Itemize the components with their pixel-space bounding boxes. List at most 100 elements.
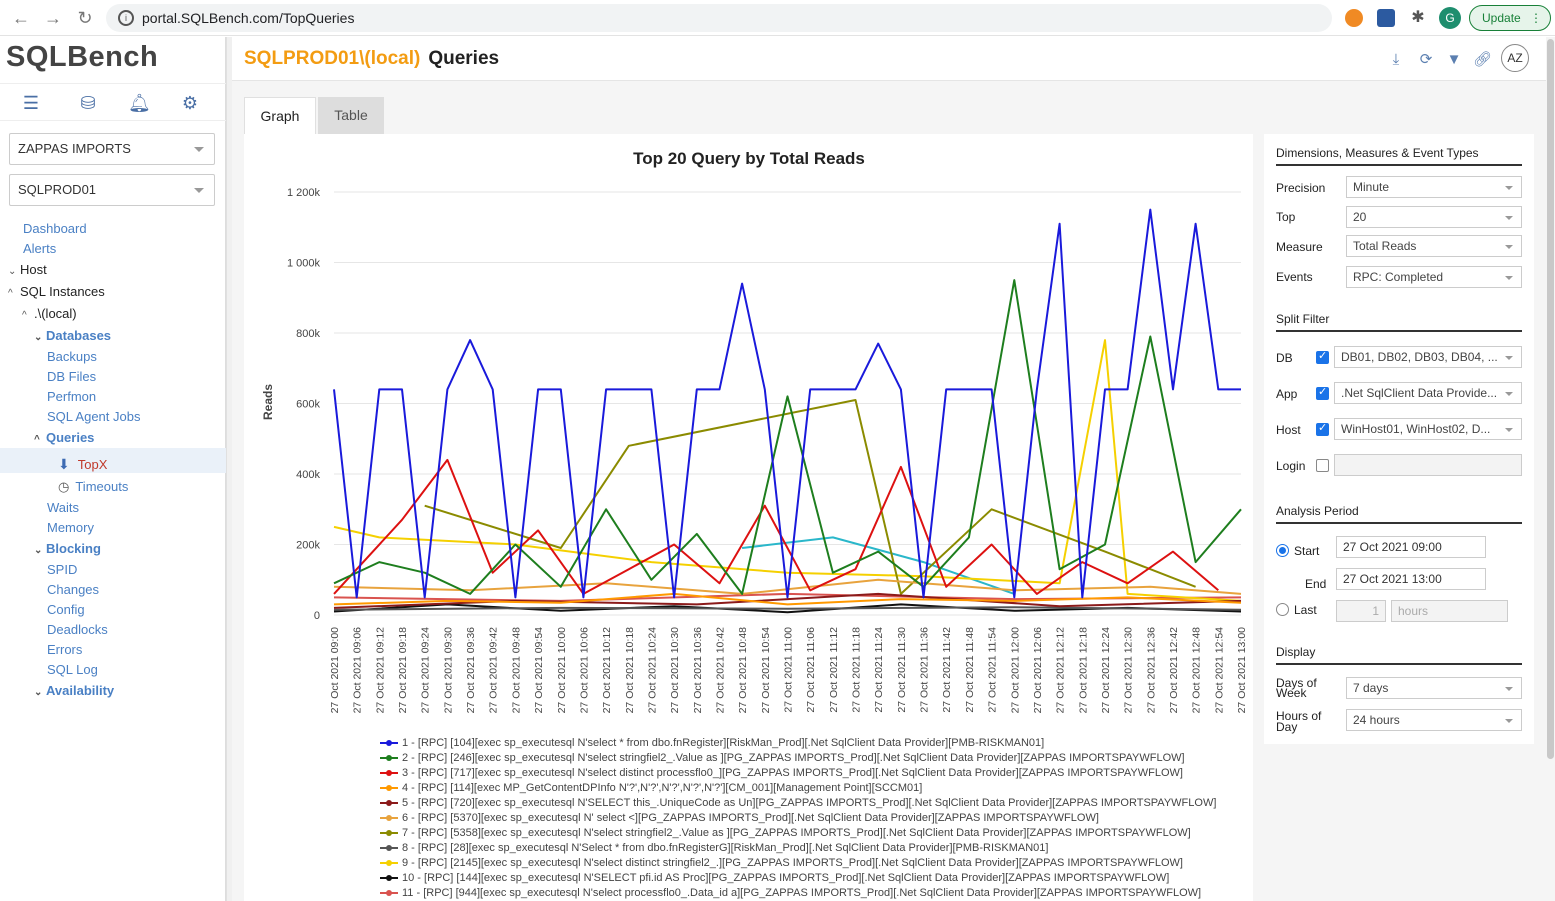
legend-swatch <box>380 755 398 761</box>
nav-timeouts[interactable]: ◷ Timeouts <box>58 479 128 495</box>
tab-graph[interactable]: Graph <box>244 97 316 134</box>
sidebar-resizer[interactable] <box>226 37 232 901</box>
chart-panel: Top 20 Query by Total Reads Reads 0 200k 4… <box>244 134 1253 901</box>
server-select[interactable]: SQLPROD01 <box>9 174 215 206</box>
db-checkbox[interactable] <box>1316 349 1329 364</box>
precision-select[interactable]: Minute <box>1346 176 1522 198</box>
user-avatar[interactable]: AZ <box>1501 44 1529 72</box>
series-line[interactable] <box>424 399 1196 595</box>
events-label: Events <box>1276 270 1313 284</box>
nav-databases-label: Databases <box>46 328 112 343</box>
refresh-icon[interactable]: ⟳ <box>1419 51 1433 68</box>
top-select[interactable]: 20 <box>1346 206 1522 228</box>
series-line[interactable] <box>333 458 1219 595</box>
legend-label: 2 - [RPC] [246][exec sp_executesql N'sel… <box>402 752 1185 764</box>
series-line[interactable] <box>333 606 1242 611</box>
start-datetime-input[interactable]: 27 Oct 2021 09:00 <box>1336 536 1486 558</box>
browser-toolbar: ← → ↻ i portal.SQLBench.com/TopQueries ✱… <box>0 0 1555 36</box>
login-checkbox[interactable] <box>1316 459 1329 472</box>
forward-icon[interactable]: → <box>44 8 62 28</box>
menu-icon[interactable]: ☰ <box>22 93 40 113</box>
start-radio[interactable] <box>1276 544 1289 557</box>
y-axis-label: Reads <box>261 384 275 420</box>
last-unit-select[interactable]: hours <box>1391 600 1508 622</box>
events-select[interactable]: RPC: Completed <box>1346 266 1522 288</box>
filter-icon[interactable]: ▼ <box>1446 51 1462 68</box>
page-scrollbar[interactable] <box>1546 37 1555 901</box>
page-name: Queries <box>428 48 500 69</box>
nav-db-files[interactable]: DB Files <box>47 369 97 384</box>
link-icon[interactable]: 🔗︎ <box>1473 51 1493 68</box>
page-title: SQLPROD01\(local) Queries <box>244 48 499 70</box>
nav-sql-instances[interactable]: ^ SQL Instances <box>8 284 105 302</box>
nav-sql-agent-jobs[interactable]: SQL Agent Jobs <box>47 409 141 424</box>
days-of-week-select[interactable]: 7 days <box>1346 677 1522 699</box>
host-select[interactable]: WinHost01, WinHost02, D... <box>1334 418 1522 440</box>
series-line[interactable] <box>333 592 1242 606</box>
profile-avatar[interactable]: G <box>1439 7 1461 29</box>
end-datetime-input[interactable]: 27 Oct 2021 13:00 <box>1336 568 1486 590</box>
nav-databases[interactable]: ⌄ Databases <box>34 328 111 346</box>
nav-alerts[interactable]: Alerts <box>23 241 57 256</box>
reload-icon[interactable]: ↻ <box>77 8 93 28</box>
save-icon[interactable] <box>1377 9 1395 27</box>
host-checkbox[interactable] <box>1316 421 1329 436</box>
tab-table[interactable]: Table <box>318 97 384 134</box>
hours-of-day-select[interactable]: 24 hours <box>1346 709 1522 731</box>
update-button[interactable]: Update <box>1469 5 1551 31</box>
section-dimensions: Dimensions, Measures & Event Types <box>1276 146 1522 166</box>
login-select[interactable] <box>1334 454 1522 476</box>
sidebar-toolbar: ☰ ⛁ 🔔︎ ⚙ <box>0 83 226 121</box>
series-line[interactable] <box>333 339 1242 602</box>
nav-local-instance[interactable]: ^ .\(local) <box>22 306 77 324</box>
line-chart: Top 20 Query by Total Reads Reads 0 200k 4… <box>261 149 1248 714</box>
x-tick-label: 27 Oct 2021 09:18 <box>397 627 409 714</box>
nav-queries[interactable]: ^ Queries <box>34 430 94 448</box>
nav-sql-log[interactable]: SQL Log <box>47 662 98 677</box>
app-checkbox[interactable] <box>1316 385 1329 400</box>
nav-memory[interactable]: Memory <box>47 520 94 535</box>
measure-select[interactable]: Total Reads <box>1346 235 1522 257</box>
nav-spid[interactable]: SPID <box>47 562 78 577</box>
db-select[interactable]: DB01, DB02, DB03, DB04, ... <box>1334 346 1522 368</box>
nav-deadlocks[interactable]: Deadlocks <box>47 622 108 637</box>
instance-name: SQLPROD01\(local) <box>244 48 421 69</box>
series-line[interactable] <box>333 279 1242 595</box>
puzzle-icon[interactable]: ✱ <box>1411 9 1425 26</box>
nav-config[interactable]: Config <box>47 602 85 617</box>
sidebar: SQLBench ☰ ⛁ 🔔︎ ⚙ ZAPPAS IMPORTS SQLPROD… <box>0 37 226 901</box>
nav-perfmon[interactable]: Perfmon <box>47 389 97 404</box>
nav-changes[interactable]: Changes <box>47 582 100 597</box>
x-tick-label: 27 Oct 2021 12:18 <box>1077 627 1089 714</box>
address-bar[interactable]: i portal.SQLBench.com/TopQueries <box>106 4 1332 32</box>
last-label: Last <box>1294 603 1317 617</box>
app-logo: SQLBench <box>6 41 159 73</box>
nav-waits[interactable]: Waits <box>47 500 80 515</box>
nav-backups[interactable]: Backups <box>47 349 97 364</box>
nav-host[interactable]: ⌄ Host <box>8 262 47 280</box>
series-line[interactable] <box>333 578 1242 595</box>
series-line[interactable] <box>333 208 1241 599</box>
x-tick-label: 27 Oct 2021 12:54 <box>1213 627 1225 714</box>
nav-topx[interactable]: ⬇ TopX <box>58 456 107 473</box>
site-info-icon[interactable]: i <box>118 10 134 26</box>
download-icon[interactable]: ⤓ <box>1392 51 1400 68</box>
nav-dashboard[interactable]: Dashboard <box>23 221 87 236</box>
nav-blocking[interactable]: ⌄ Blocking <box>34 541 101 559</box>
last-radio[interactable] <box>1276 603 1289 616</box>
database-icon[interactable]: ⛁ <box>80 93 96 113</box>
last-value-input[interactable]: 1 <box>1336 600 1386 622</box>
nav-availability[interactable]: ⌄ Availability <box>34 683 114 701</box>
legend-label: 3 - [RPC] [717][exec sp_executesql N'sel… <box>402 767 1183 779</box>
chevron-down-icon: ⌄ <box>34 545 43 556</box>
scrollbar-thumb[interactable] <box>1547 39 1554 759</box>
extension-icon[interactable] <box>1345 9 1363 27</box>
back-icon[interactable]: ← <box>12 8 30 28</box>
gear-icon[interactable]: ⚙ <box>181 93 199 113</box>
bell-icon[interactable]: 🔔︎ <box>128 93 151 113</box>
series-line[interactable] <box>741 536 1015 595</box>
org-select[interactable]: ZAPPAS IMPORTS <box>9 133 215 165</box>
nav-errors[interactable]: Errors <box>47 642 83 657</box>
x-tick-label: 27 Oct 2021 10:24 <box>646 627 658 714</box>
app-select[interactable]: .Net SqlClient Data Provide... <box>1334 382 1522 404</box>
